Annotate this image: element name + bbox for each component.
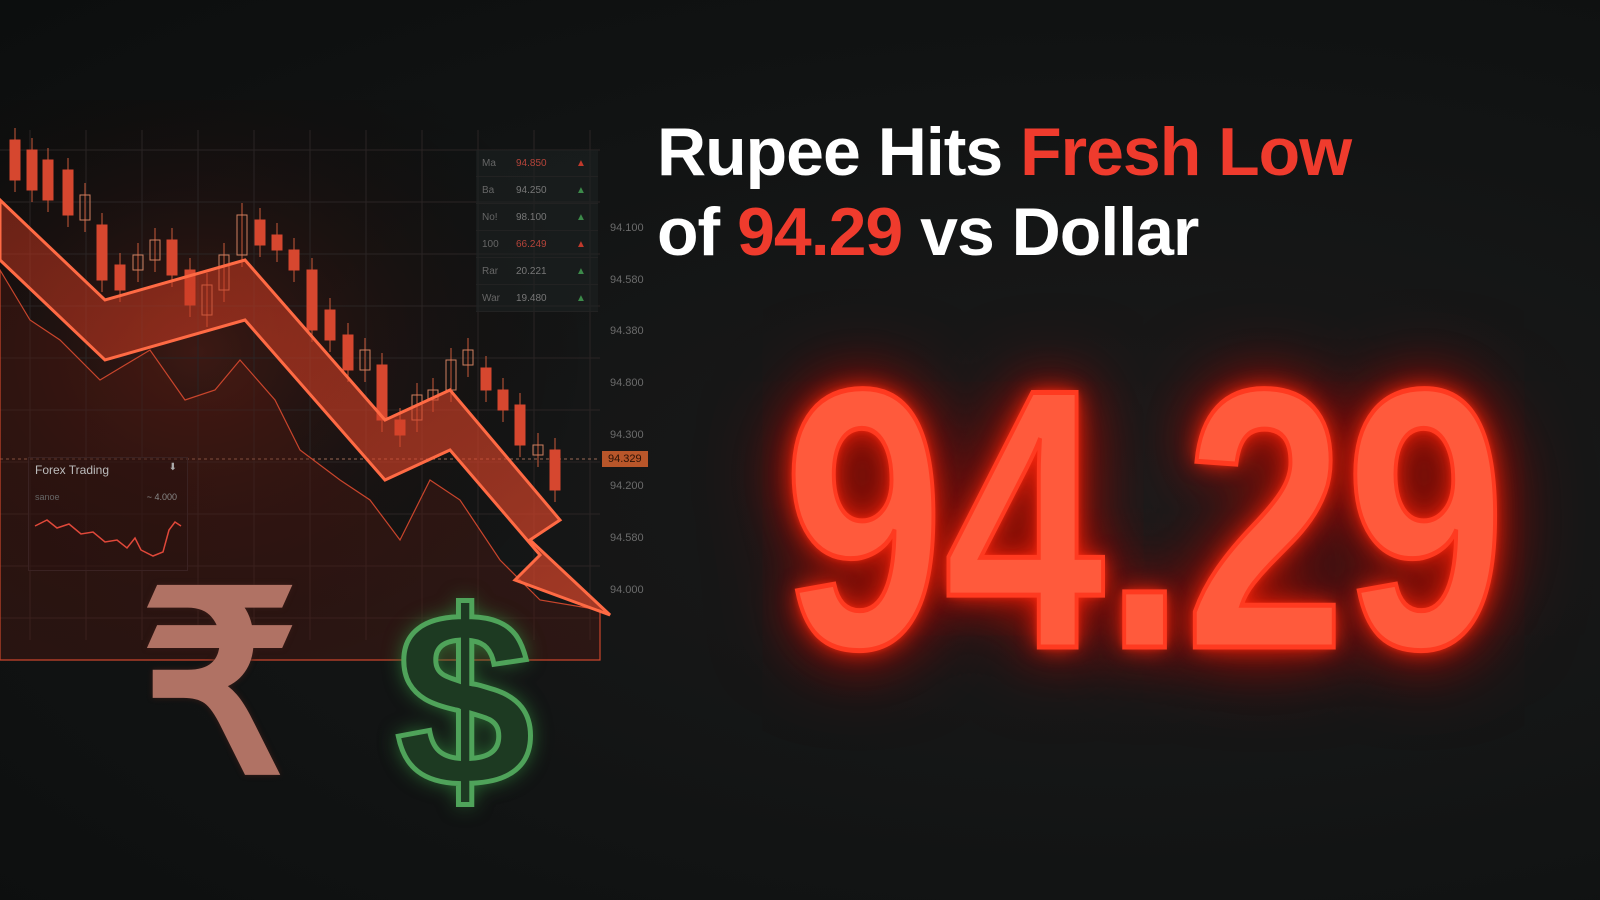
candlestick	[359, 349, 371, 371]
candlestick	[342, 334, 354, 371]
forex-card-label: sanoe	[35, 492, 60, 502]
triangle-up-icon: ▲	[576, 265, 586, 277]
forex-trading-card: Forex Trading ⬇ sanoe ~ 4.000	[28, 457, 188, 571]
triangle-up-icon: ▲	[576, 292, 586, 304]
candlestick	[42, 159, 54, 201]
ticker-value: 98.100	[516, 211, 547, 223]
candlestick	[114, 264, 126, 291]
price-area	[0, 268, 601, 661]
ticker-row: No! 98.100 ▲	[476, 204, 598, 231]
candlestick	[514, 404, 526, 446]
candlestick	[96, 224, 108, 281]
forex-sparkline	[34, 519, 182, 557]
ticker-row: Ma 94.850 ▲	[476, 150, 598, 177]
candlestick	[254, 219, 266, 246]
ticker-value: 94.250	[516, 184, 547, 196]
candlestick	[236, 214, 248, 256]
candlestick	[166, 239, 178, 276]
headline: Rupee Hits Fresh Low of 94.29 vs Dollar	[657, 112, 1352, 272]
ticker-row: War 19.480 ▲	[476, 285, 598, 312]
cracked-rupee-symbol: ₹	[140, 545, 300, 824]
forex-chart-illustration	[0, 100, 660, 661]
candlestick	[271, 234, 283, 251]
price-axis-label: 94.200	[610, 480, 644, 492]
ticker-label: War	[482, 292, 500, 304]
candlestick	[462, 349, 474, 366]
price-axis-label: 94.580	[610, 274, 644, 286]
ticker-value: 20.221	[516, 265, 547, 277]
ticker-row: Ba 94.250 ▲	[476, 177, 598, 204]
down-trend-arrow	[0, 197, 612, 617]
candlestick	[9, 139, 21, 181]
ticker-label: Ma	[482, 157, 496, 169]
price-axis-label: 94.000	[610, 584, 644, 596]
ticker-row: 100 66.249 ▲	[476, 231, 598, 258]
candlestick	[306, 269, 318, 331]
ticker-value: 94.850	[516, 157, 547, 169]
current-price-tag: 94.329	[602, 451, 648, 467]
ticker-label: No!	[482, 211, 498, 223]
candlestick	[132, 254, 144, 271]
forex-card-value: ~ 4.000	[146, 492, 177, 502]
download-icon: ⬇	[168, 462, 177, 473]
candlestick	[79, 194, 91, 221]
ticker-label: Ba	[482, 184, 495, 196]
candlestick	[532, 444, 544, 456]
ticker-value: 19.480	[516, 292, 547, 304]
price-axis-label: 94.580	[610, 532, 644, 544]
candlestick	[26, 149, 38, 191]
ticker-row: Rar 20.221 ▲	[476, 258, 598, 285]
candlestick	[288, 249, 300, 271]
exchange-rate-big-number: 94.29	[782, 313, 1508, 726]
ticker-label: 100	[482, 238, 499, 250]
triangle-up-icon: ▲	[576, 184, 586, 196]
candlestick	[62, 169, 74, 216]
candlestick	[480, 367, 492, 391]
headline-line-2: of 94.29 vs Dollar	[657, 194, 1199, 270]
candlestick	[497, 389, 509, 411]
price-axis-label: 94.100	[610, 222, 644, 234]
price-axis-label: 94.300	[610, 429, 644, 441]
triangle-down-icon: ▲	[576, 157, 586, 169]
triangle-up-icon: ▲	[576, 211, 586, 223]
headline-line-1: Rupee Hits Fresh Low	[657, 114, 1352, 190]
forex-card-title: Forex Trading	[35, 463, 110, 477]
price-axis-label: 94.800	[610, 377, 644, 389]
ticker-label: Rar	[482, 265, 499, 277]
dollar-symbol: $	[392, 560, 536, 839]
candlestick	[149, 239, 161, 261]
ticker-table: Ma 94.850 ▲ Ba 94.250 ▲ No! 98.100 ▲ 100 66.249 ▲ Ra…	[476, 150, 598, 312]
candlestick	[549, 449, 561, 491]
price-axis-label: 94.380	[610, 325, 644, 337]
triangle-down-icon: ▲	[576, 238, 586, 250]
ticker-value: 66.249	[516, 238, 547, 250]
candlestick	[324, 309, 336, 341]
